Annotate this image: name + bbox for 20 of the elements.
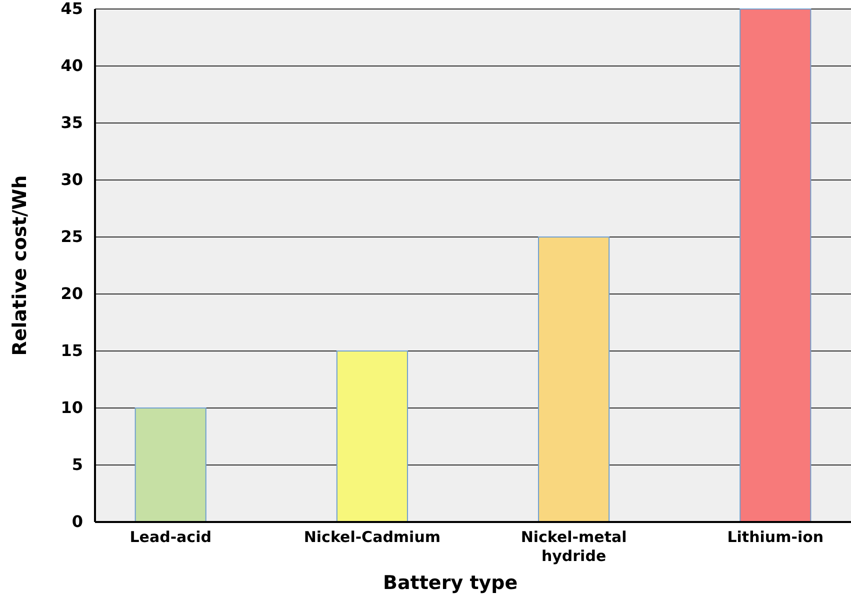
y-tick-label: 35	[60, 113, 83, 132]
bar	[538, 236, 610, 522]
y-tick-label: 5	[72, 455, 83, 474]
y-tick-label: 20	[60, 284, 83, 304]
y-tick-label: 40	[60, 56, 83, 76]
bar	[336, 350, 408, 522]
y-tick-label: 15	[60, 341, 83, 360]
x-tick-label: Nickel-Cadmium	[304, 528, 441, 546]
x-axis-title: Battery type	[382, 572, 518, 594]
y-tick-label: 45	[60, 0, 83, 18]
x-tick-label: Lead-acid	[130, 528, 212, 546]
y-tick-label: 10	[60, 398, 83, 418]
x-tick-label: Lithium-ion	[727, 528, 824, 546]
bar	[134, 408, 206, 522]
y-tick-label: 0	[72, 512, 83, 532]
bar	[740, 8, 812, 522]
y-tick-label: 25	[60, 227, 83, 246]
y-tick-label: 30	[60, 170, 83, 190]
y-axis-title: Relative cost/Wh	[9, 175, 31, 356]
x-tick-label: Nickel-metal hydride	[520, 528, 627, 565]
